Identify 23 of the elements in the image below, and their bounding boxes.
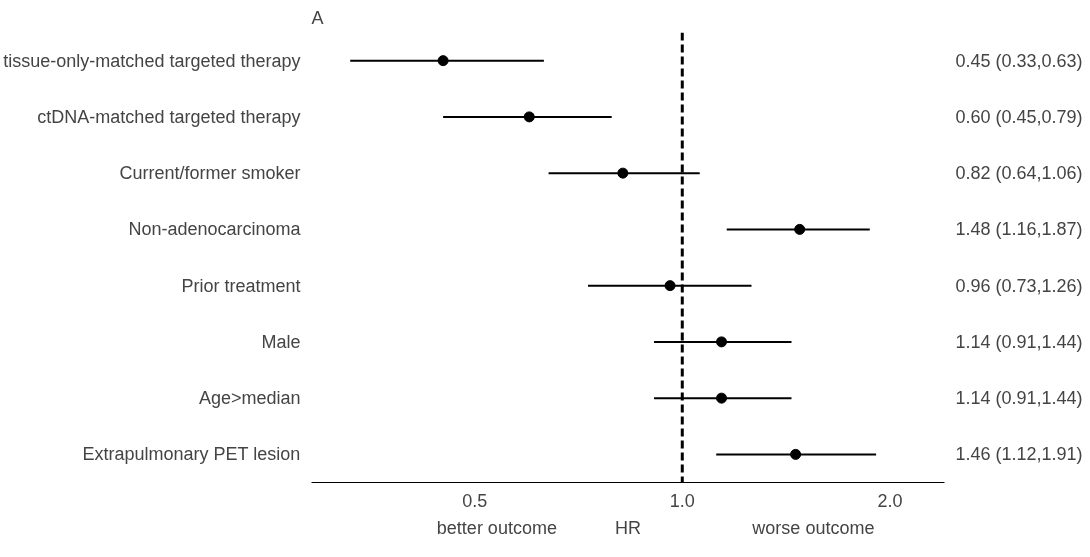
x-tick-label: 0.5 [462, 490, 488, 511]
x-tick-label: 1.0 [669, 490, 695, 511]
y-tick-label: Current/former smoker [119, 163, 301, 184]
chart-title: A [311, 7, 324, 28]
text: worse outcome [751, 517, 875, 538]
y-tick-label: ctDNA-matched targeted therapy [37, 106, 301, 127]
data-label: 0.60 (0.45,0.79) [955, 106, 1083, 127]
y-tick-label: tissue-only-matched targeted therapy [3, 50, 301, 71]
data-label: 1.14 (0.91,1.44) [955, 388, 1083, 409]
data-label: 1.46 (1.12,1.91) [955, 444, 1083, 465]
y-tick-label: Age>median [198, 388, 301, 409]
y-tick-label: Male [261, 331, 301, 352]
data-label: 1.48 (1.16,1.87) [955, 219, 1083, 240]
y-tick-label: Extrapulmonary PET lesion [82, 444, 301, 465]
text: better outcome [436, 517, 557, 538]
x-axis-title: HR [615, 517, 641, 538]
data-label: 0.82 (0.64,1.06) [955, 163, 1083, 184]
data-label: 1.14 (0.91,1.44) [955, 331, 1083, 352]
data-label: 0.45 (0.33,0.63) [955, 50, 1083, 71]
x-tick-label: 2.0 [877, 490, 903, 511]
y-tick-label: Prior treatment [181, 275, 301, 296]
y-tick-label: Non-adenocarcinoma [128, 219, 302, 240]
data-label: 0.96 (0.73,1.26) [955, 275, 1083, 296]
